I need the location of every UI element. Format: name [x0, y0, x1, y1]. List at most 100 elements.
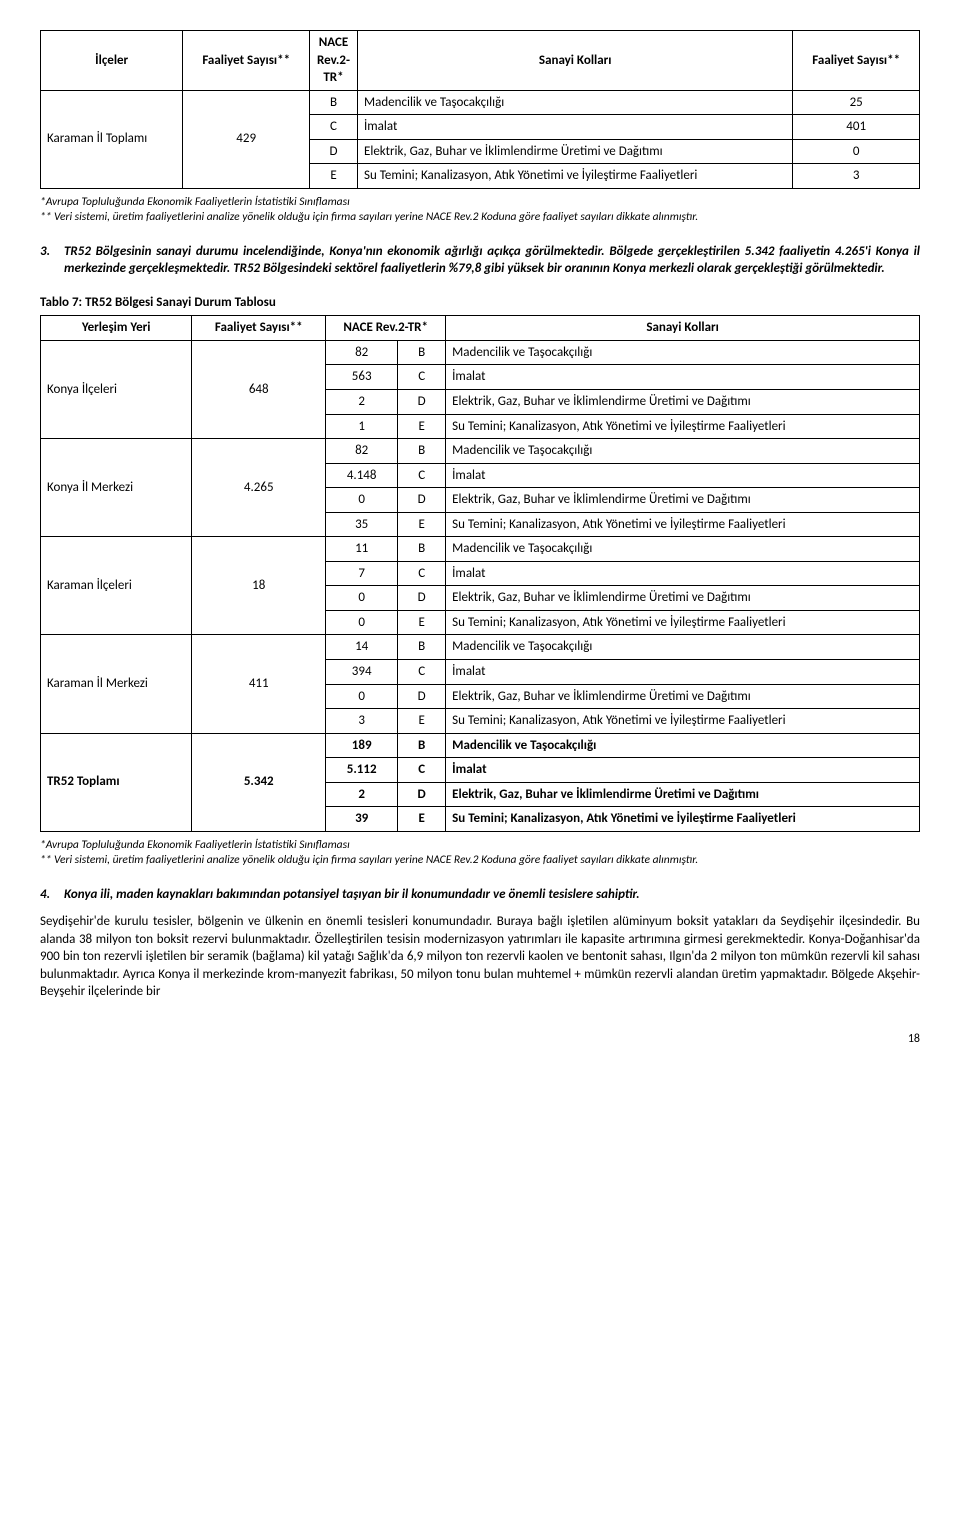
t2-count: 35 [326, 512, 398, 537]
t2-code: E [398, 807, 446, 832]
t2-h1: Faaliyet Sayısı** [192, 316, 326, 341]
t2-code: D [398, 782, 446, 807]
t2-desc: Su Temini; Kanalizasyon, Atık Yönetimi v… [446, 610, 920, 635]
t2-group-count: 411 [192, 635, 326, 733]
t2-h0: Yerleşim Yeri [41, 316, 192, 341]
t1-h3: Sanayi Kolları [358, 31, 793, 91]
t2-desc: İmalat [446, 463, 920, 488]
t2-desc: Su Temini; Kanalizasyon, Atık Yönetimi v… [446, 709, 920, 734]
paragraph-4-body: Seydişehir'de kurulu tesisler, bölgenin … [40, 913, 920, 1001]
footnote-2b: ** Veri sistemi, üretim faaliyetlerini a… [40, 853, 698, 867]
t2-count: 189 [326, 733, 398, 758]
t2-code: C [398, 758, 446, 783]
t1-h1: Faaliyet Sayısı** [183, 31, 310, 91]
t2-count: 82 [326, 439, 398, 464]
t2-desc: İmalat [446, 365, 920, 390]
t1-desc: İmalat [358, 115, 793, 140]
t2-code: C [398, 561, 446, 586]
paragraph-3: 3. TR52 Bölgesinin sanayi durumu incelen… [40, 243, 920, 278]
t2-count: 7 [326, 561, 398, 586]
footnote-1: *Avrupa Topluluğunda Ekonomik Faaliyetle… [40, 195, 920, 225]
t1-val: 0 [793, 139, 920, 164]
t2-desc: İmalat [446, 660, 920, 685]
t2-count: 2 [326, 389, 398, 414]
footnote-2a: *Avrupa Topluluğunda Ekonomik Faaliyetle… [40, 838, 350, 852]
t2-code: E [398, 512, 446, 537]
t2-desc: İmalat [446, 561, 920, 586]
para3-text: TR52 Bölgesinin sanayi durumu incelendiğ… [64, 243, 920, 278]
t1-val: 25 [793, 90, 920, 115]
t2-count: 2 [326, 782, 398, 807]
t2-h2: NACE Rev.2-TR* [326, 316, 446, 341]
t2-desc: Elektrik, Gaz, Buhar ve İklimlendirme Ür… [446, 782, 920, 807]
t2-code: E [398, 610, 446, 635]
t2-desc: İmalat [446, 758, 920, 783]
t2-count: 11 [326, 537, 398, 562]
t2-code: C [398, 365, 446, 390]
t2-group-label: Konya İl Merkezi [41, 439, 192, 537]
t1-code: E [310, 164, 358, 189]
t2-count: 0 [326, 610, 398, 635]
t2-group-count: 648 [192, 340, 326, 438]
para3-number: 3. [40, 243, 64, 278]
t2-count: 4.148 [326, 463, 398, 488]
t1-h0: İlçeler [41, 31, 183, 91]
t2-count: 0 [326, 586, 398, 611]
t2-desc: Madencilik ve Taşocakçılığı [446, 733, 920, 758]
page-number: 18 [40, 1031, 920, 1047]
t1-h2: NACE Rev.2-TR* [310, 31, 358, 91]
para4-head-text: Konya ili, maden kaynakları bakımından p… [64, 886, 920, 904]
t1-code: D [310, 139, 358, 164]
t2-group-count: 4.265 [192, 439, 326, 537]
t2-desc: Su Temini; Kanalizasyon, Atık Yönetimi v… [446, 512, 920, 537]
t2-code: B [398, 733, 446, 758]
t2-count: 0 [326, 684, 398, 709]
t2-count: 394 [326, 660, 398, 685]
paragraph-4-head: 4. Konya ili, maden kaynakları bakımında… [40, 886, 920, 904]
t1-h4: Faaliyet Sayısı** [793, 31, 920, 91]
t1-val: 401 [793, 115, 920, 140]
t2-desc: Elektrik, Gaz, Buhar ve İklimlendirme Ür… [446, 586, 920, 611]
t2-count: 39 [326, 807, 398, 832]
t1-val: 3 [793, 164, 920, 189]
t2-code: D [398, 684, 446, 709]
t1-group-label: Karaman İl Toplamı [41, 90, 183, 188]
t2-desc: Elektrik, Gaz, Buhar ve İklimlendirme Ür… [446, 488, 920, 513]
footnote-1a: *Avrupa Topluluğunda Ekonomik Faaliyetle… [40, 195, 350, 209]
footnote-2: *Avrupa Topluluğunda Ekonomik Faaliyetle… [40, 838, 920, 868]
t1-code: C [310, 115, 358, 140]
t2-code: E [398, 709, 446, 734]
t2-desc: Madencilik ve Taşocakçılığı [446, 635, 920, 660]
t2-code: B [398, 537, 446, 562]
table-tr52-industry: Yerleşim Yeri Faaliyet Sayısı** NACE Rev… [40, 315, 920, 831]
t2-group-label: Konya İlçeleri [41, 340, 192, 438]
t2-group-count: 5.342 [192, 733, 326, 831]
t2-count: 0 [326, 488, 398, 513]
t2-code: B [398, 439, 446, 464]
t2-group-label: Karaman İl Merkezi [41, 635, 192, 733]
t2-code: D [398, 488, 446, 513]
t2-count: 5.112 [326, 758, 398, 783]
t2-desc: Su Temini; Kanalizasyon, Atık Yönetimi v… [446, 414, 920, 439]
t2-count: 3 [326, 709, 398, 734]
table-karaman-summary: İlçeler Faaliyet Sayısı** NACE Rev.2-TR*… [40, 30, 920, 189]
t2-count: 14 [326, 635, 398, 660]
t1-desc: Madencilik ve Taşocakçılığı [358, 90, 793, 115]
t2-desc: Elektrik, Gaz, Buhar ve İklimlendirme Ür… [446, 684, 920, 709]
t2-code: D [398, 389, 446, 414]
t2-desc: Madencilik ve Taşocakçılığı [446, 439, 920, 464]
t2-count: 82 [326, 340, 398, 365]
t2-desc: Madencilik ve Taşocakçılığı [446, 537, 920, 562]
para4-number: 4. [40, 886, 64, 904]
t2-group-count: 18 [192, 537, 326, 635]
t1-desc: Elektrik, Gaz, Buhar ve İklimlendirme Ür… [358, 139, 793, 164]
t2-count: 563 [326, 365, 398, 390]
t2-group-label: Karaman İlçeleri [41, 537, 192, 635]
t2-group-label: TR52 Toplamı [41, 733, 192, 831]
t2-code: C [398, 463, 446, 488]
footnote-1b: ** Veri sistemi, üretim faaliyetlerini a… [40, 210, 698, 224]
t2-desc: Madencilik ve Taşocakçılığı [446, 340, 920, 365]
table2-caption: Tablo 7: TR52 Bölgesi Sanayi Durum Tablo… [40, 294, 920, 312]
t2-code: B [398, 340, 446, 365]
t2-code: B [398, 635, 446, 660]
